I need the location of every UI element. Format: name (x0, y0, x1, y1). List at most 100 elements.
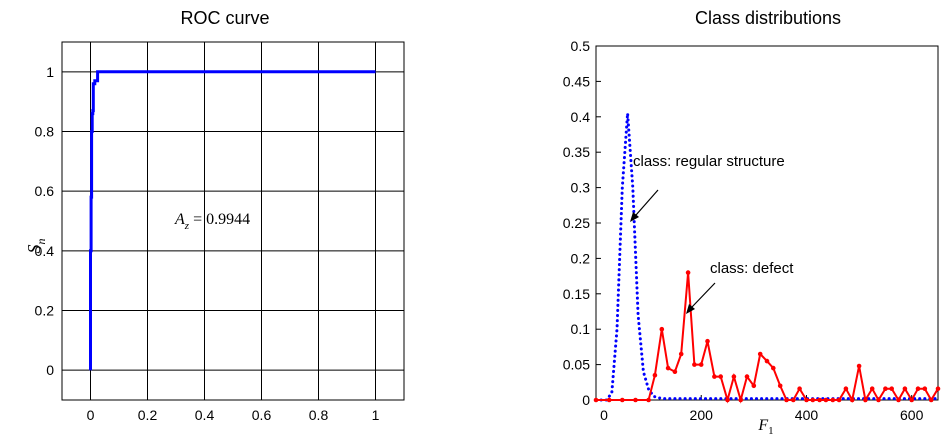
cd-series-point-1 (922, 386, 928, 392)
cd-y-tick-label: 0 (582, 392, 590, 408)
cd-series-point-1 (718, 374, 723, 379)
cd-series-point-1 (856, 363, 862, 369)
roc-y-tick-label: 0.8 (35, 124, 55, 140)
roc-auc-subscript: z (184, 220, 190, 232)
cd-series-point-1 (896, 397, 901, 403)
roc-x-tick-label: 0.8 (309, 407, 329, 423)
cd-series-point-1 (620, 397, 625, 403)
cd-series-point-1 (883, 386, 888, 392)
cd-xlabel-sub: 1 (768, 425, 774, 437)
cd-x-tick-label: 200 (690, 407, 714, 423)
arrow-defect-shaft (691, 282, 716, 308)
cd-series-point-1 (685, 270, 691, 275)
cd-series-point-1 (712, 374, 717, 379)
roc-y-axis-label: Sn (24, 239, 48, 254)
roc-title: ROC curve (180, 8, 269, 28)
cd-y-tick-label: 0.05 (563, 357, 590, 373)
cd-series-point-1 (777, 383, 783, 389)
cd-series-point-1 (744, 374, 750, 379)
cd-series-point-1 (876, 397, 881, 403)
cd-series-point-1 (692, 362, 697, 367)
cd-series-point-1 (678, 351, 684, 357)
cd-series-point-1 (633, 397, 638, 403)
cd-series-point-1 (843, 386, 849, 392)
cd-series-point-1 (731, 374, 737, 379)
cd-series-point-1 (810, 397, 816, 403)
cd-y-tick-label: 0.45 (563, 73, 590, 89)
cd-x-tick-label: 400 (795, 407, 819, 423)
cd-series-point-1 (902, 386, 908, 392)
annotation-regular-structure: class: regular structure (633, 153, 785, 170)
class-dist-series (593, 113, 941, 404)
arrow-defect-head (686, 304, 695, 314)
cd-x-tick-label: 600 (900, 407, 924, 423)
cd-series-point-1 (791, 397, 796, 403)
roc-x-tick-label: 1 (372, 407, 380, 423)
class-dist-plot-frame (595, 45, 939, 401)
roc-ylabel-main: S (24, 245, 44, 254)
cd-series-point-1 (823, 397, 829, 403)
cd-series-point-1 (935, 386, 941, 392)
cd-series-point-1 (909, 397, 914, 403)
cd-series-point-1 (659, 326, 665, 332)
cd-series-point-1 (698, 362, 704, 367)
class-dist-chart: Class distributions 0 200 400 600 0 0.05 0.1 0.… (563, 8, 941, 437)
class-dist-x-axis-label: F1 (757, 417, 773, 437)
roc-ylabel-sub: n (34, 239, 48, 245)
cd-y-tick-label: 0.5 (571, 38, 591, 54)
cd-series-point-1 (606, 397, 612, 403)
cd-series-point-1 (804, 397, 809, 403)
cd-series-point-1 (672, 369, 678, 375)
roc-chart: ROC curve 0 0.2 0.4 0.6 0.8 1 0 0.2 0.4 0.6 0.8 1 A… (24, 8, 405, 423)
cd-series-point-1 (665, 365, 671, 371)
roc-x-tick-label: 0.2 (138, 407, 158, 423)
cd-series-point-1 (764, 358, 770, 364)
cd-series-point-1 (751, 383, 757, 389)
cd-series-point-1 (915, 386, 921, 392)
cd-series-point-1 (928, 397, 934, 403)
cd-series-line-1 (596, 272, 939, 404)
arrow-regular-structure-head (630, 212, 639, 222)
cd-series-point-1 (757, 351, 763, 357)
roc-y-tick-label: 0.2 (35, 303, 55, 319)
class-dist-title: Class distributions (695, 8, 841, 28)
cd-series-point-1 (705, 338, 710, 344)
cd-series-point-1 (849, 397, 855, 403)
class-dist-ticks: 0 200 400 600 0 0.05 0.1 0.15 0.2 0.25 0.3 0.35 0.4 0… (563, 38, 924, 423)
cd-y-tick-label: 0.3 (571, 180, 591, 196)
roc-x-tick-label: 0.4 (195, 407, 215, 423)
cd-x-tick-label: 0 (600, 407, 608, 423)
cd-y-tick-label: 0.4 (571, 109, 591, 125)
cd-series-point-1 (889, 386, 894, 392)
cd-series-point-1 (863, 397, 868, 403)
roc-ticks: 0 0.2 0.4 0.6 0.8 1 0 0.2 0.4 0.6 0.8 1 (35, 64, 380, 423)
cd-series-point-1 (738, 397, 743, 403)
roc-series-line (89, 70, 376, 371)
cd-series-point-1 (593, 397, 599, 403)
roc-y-tick-label: 0.4 (35, 243, 55, 259)
cd-y-tick-label: 0.35 (563, 144, 590, 160)
cd-series-point-1 (646, 397, 651, 403)
cd-series-point-1 (817, 397, 822, 403)
roc-y-tick-label: 0.6 (35, 183, 55, 199)
annotation-defect: class: defect (710, 260, 794, 277)
roc-plot-frame (61, 41, 405, 401)
cd-series-line-0 (594, 113, 940, 402)
cd-series-point-1 (784, 397, 789, 403)
cd-y-tick-label: 0.25 (563, 215, 590, 231)
roc-x-tick-label: 0.6 (252, 407, 272, 423)
cd-series-point-1 (869, 386, 875, 392)
cd-xlabel-main: F (757, 417, 768, 434)
roc-y-tick-label: 0 (46, 362, 54, 378)
cd-series-point-1 (797, 386, 802, 392)
arrow-regular-structure-shaft (635, 189, 659, 216)
roc-x-tick-label: 0 (87, 407, 95, 423)
cd-series-point-1 (725, 397, 730, 403)
cd-y-tick-label: 0.2 (571, 250, 591, 266)
roc-auc-value: = 0.9944 (189, 211, 250, 228)
cd-series-point-1 (771, 365, 776, 371)
roc-auc-annotation: Az = 0.9944 (174, 211, 250, 232)
cd-y-tick-label: 0.15 (563, 286, 590, 302)
cd-series-point-1 (830, 397, 836, 403)
